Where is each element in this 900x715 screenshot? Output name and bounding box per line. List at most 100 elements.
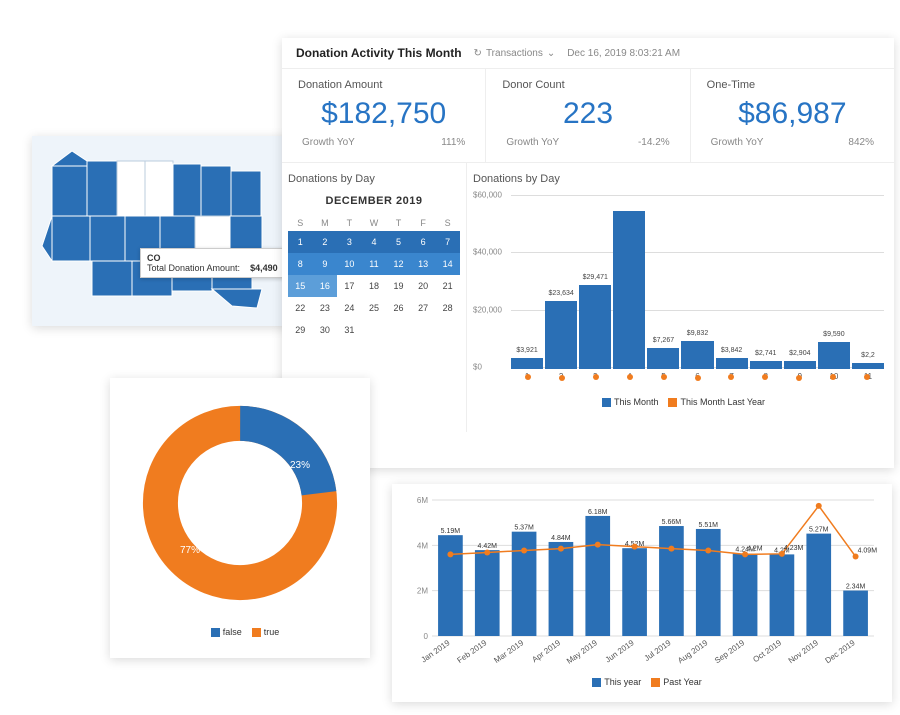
slice-pct-false: 23%	[290, 460, 310, 471]
kpi-row: Donation Amount $182,750 Growth YoY111% …	[282, 69, 894, 162]
donut-chart: 23% 77%	[135, 398, 345, 608]
calendar-day[interactable]	[386, 319, 411, 341]
calendar-day[interactable]: 29	[288, 319, 313, 341]
line-point	[762, 374, 768, 380]
svg-text:Jun 2019: Jun 2019	[604, 638, 637, 665]
line-point	[661, 374, 667, 380]
svg-text:6M: 6M	[417, 496, 428, 505]
calendar-day[interactable]: 1	[288, 231, 313, 253]
calendar-day[interactable]: 8	[288, 253, 313, 275]
calendar-day[interactable]: 21	[435, 275, 460, 297]
chart1-legend: This MonthThis Month Last Year	[473, 397, 884, 407]
calendar-day[interactable]: 23	[313, 297, 338, 319]
calendar-day[interactable]: 2	[313, 231, 338, 253]
calendar-day[interactable]: 5	[386, 231, 411, 253]
line-point	[447, 551, 453, 557]
calendar-day[interactable]: 17	[337, 275, 362, 297]
calendar-day[interactable]: 30	[313, 319, 338, 341]
line-point	[593, 374, 599, 380]
line-point	[595, 542, 601, 548]
line-point	[484, 549, 490, 555]
calendar-grid[interactable]: SMTWTFS123456789101112131415161718192021…	[288, 215, 460, 341]
calendar-day[interactable]: 3	[337, 231, 362, 253]
bar	[475, 550, 500, 636]
svg-text:May 2019: May 2019	[565, 638, 599, 666]
donut-legend: falsetrue	[110, 627, 370, 637]
bar	[438, 535, 463, 636]
chart1-title: Donations by Day	[473, 173, 884, 185]
calendar-day[interactable]: 4	[362, 231, 387, 253]
line-point	[830, 374, 836, 380]
svg-text:Mar 2019: Mar 2019	[492, 638, 525, 665]
svg-text:5.27M: 5.27M	[809, 527, 829, 534]
svg-text:Oct 2019: Oct 2019	[751, 638, 783, 664]
calendar-day[interactable]: 28	[435, 297, 460, 319]
kpi-value: $182,750	[298, 97, 469, 131]
bar	[512, 532, 537, 636]
calendar-day[interactable]	[411, 319, 436, 341]
calendar-day[interactable]: 9	[313, 253, 338, 275]
calendar-day[interactable]: 31	[337, 319, 362, 341]
bar	[585, 516, 610, 636]
calendar-day[interactable]: 24	[337, 297, 362, 319]
bar	[843, 591, 868, 636]
svg-text:Sep 2019: Sep 2019	[713, 638, 747, 665]
calendar-day[interactable]: 26	[386, 297, 411, 319]
calendar-day[interactable]: 18	[362, 275, 387, 297]
svg-text:4.09M: 4.09M	[858, 548, 878, 555]
bar	[659, 526, 684, 636]
bar	[733, 554, 758, 636]
map-panel: CO Total Donation Amount: $4,490	[32, 136, 292, 326]
line-point	[627, 374, 633, 380]
svg-text:Aug 2019: Aug 2019	[676, 638, 710, 665]
svg-text:Jul 2019: Jul 2019	[643, 638, 673, 663]
calendar-day[interactable]: 15	[288, 275, 313, 297]
line-point	[558, 546, 564, 552]
bar	[622, 548, 647, 636]
tooltip-value: $4,490	[250, 263, 278, 273]
svg-text:4.2M: 4.2M	[747, 545, 763, 552]
line-point	[525, 374, 531, 380]
svg-text:4.42M: 4.42M	[478, 543, 498, 550]
calendar-day[interactable]	[362, 319, 387, 341]
line-point	[705, 548, 711, 554]
dashboard-title: Donation Activity This Month	[296, 46, 462, 60]
line-point	[816, 503, 822, 509]
calendar-day[interactable]: 10	[337, 253, 362, 275]
svg-text:4.84M: 4.84M	[551, 535, 571, 542]
svg-text:2M: 2M	[417, 587, 428, 596]
calendar-day[interactable]: 14	[435, 253, 460, 275]
transactions-dropdown[interactable]: ↻ Transactions ⌄	[474, 48, 556, 59]
kpi-one-time: One-Time $86,987 Growth YoY842%	[691, 69, 894, 162]
calendar-day[interactable]: 19	[386, 275, 411, 297]
tooltip-label: Total Donation Amount:	[147, 263, 240, 273]
svg-text:0: 0	[424, 632, 429, 641]
calendar-day[interactable]: 13	[411, 253, 436, 275]
line-point	[796, 375, 802, 381]
svg-text:Feb 2019: Feb 2019	[456, 638, 489, 665]
monthly-bar-chart: 6M4M2M05.19MJan 20194.42MFeb 20195.37MMa…	[404, 494, 880, 670]
line-point	[695, 375, 701, 381]
svg-text:5.66M: 5.66M	[662, 519, 682, 526]
main-dashboard: Donation Activity This Month ↻ Transacti…	[282, 38, 894, 468]
calendar-day[interactable]: 11	[362, 253, 387, 275]
donut-panel: 23% 77% falsetrue	[110, 378, 370, 658]
calendar-day[interactable]: 25	[362, 297, 387, 319]
svg-text:Dec 2019: Dec 2019	[824, 638, 858, 665]
calendar-day[interactable]: 16	[313, 275, 338, 297]
refresh-icon: ↻	[474, 48, 482, 59]
bar	[696, 529, 721, 636]
calendar-day[interactable]: 27	[411, 297, 436, 319]
calendar-day[interactable]: 20	[411, 275, 436, 297]
map-tooltip: CO Total Donation Amount: $4,490	[140, 248, 285, 278]
calendar-day[interactable]: 6	[411, 231, 436, 253]
svg-text:5.51M: 5.51M	[699, 522, 719, 529]
calendar-day[interactable]: 7	[435, 231, 460, 253]
slice-pct-true: 77%	[180, 545, 200, 556]
calendar-day[interactable]: 12	[386, 253, 411, 275]
calendar-day[interactable]	[435, 319, 460, 341]
line-point	[632, 544, 638, 550]
calendar-day[interactable]: 22	[288, 297, 313, 319]
kpi-title: Donor Count	[502, 79, 673, 91]
svg-text:5.19M: 5.19M	[441, 528, 461, 535]
